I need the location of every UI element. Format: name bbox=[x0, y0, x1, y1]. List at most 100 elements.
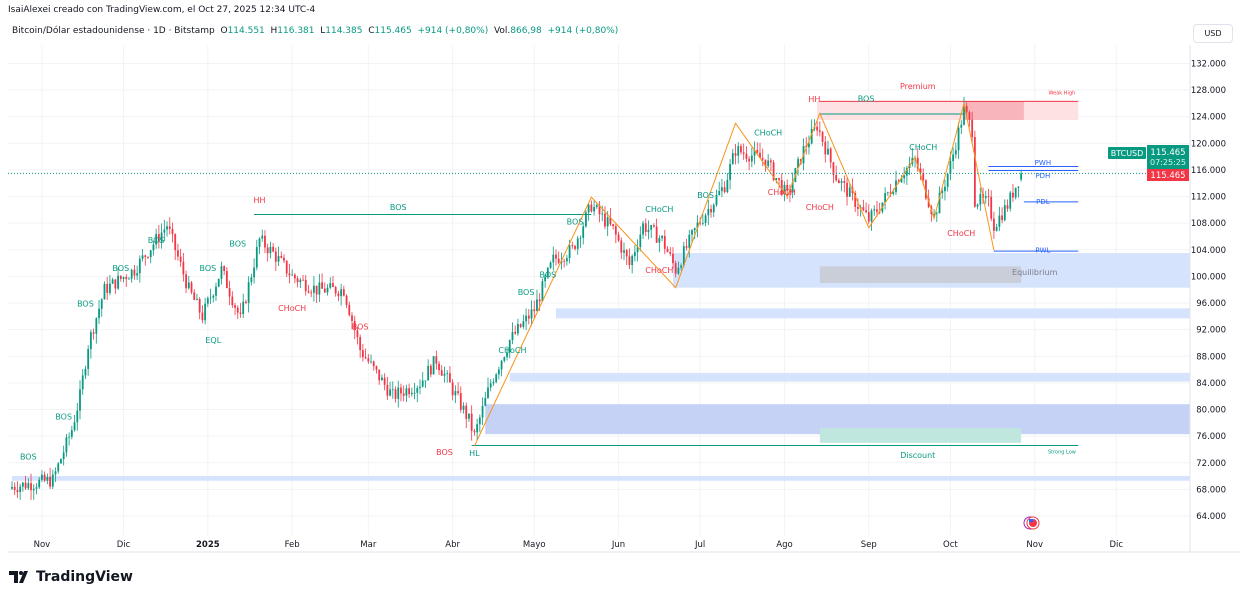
candle bbox=[236, 305, 239, 319]
candle bbox=[737, 142, 740, 164]
candle bbox=[517, 318, 519, 336]
candle bbox=[122, 276, 125, 283]
candle bbox=[68, 432, 71, 446]
candle bbox=[582, 222, 585, 245]
candle bbox=[440, 365, 443, 376]
candle bbox=[941, 187, 944, 199]
currency-button[interactable]: USD bbox=[1193, 24, 1233, 43]
tradingview-logo[interactable]: TradingView bbox=[9, 569, 133, 585]
candle bbox=[225, 267, 228, 289]
candle bbox=[432, 356, 435, 375]
candle bbox=[206, 296, 209, 308]
annotation-bos: BOS bbox=[20, 452, 37, 461]
candle bbox=[925, 179, 927, 201]
price-axis[interactable]: 132.000 128.000 124.000 120.000 116.000 112.0… bbox=[1191, 59, 1226, 522]
candle bbox=[136, 265, 139, 280]
candle bbox=[351, 312, 353, 330]
candle bbox=[128, 277, 130, 280]
candle bbox=[614, 222, 617, 244]
candle bbox=[530, 300, 533, 326]
x-tick-label: Oct bbox=[943, 540, 958, 550]
candle bbox=[46, 473, 49, 485]
annotation-eql: EQL bbox=[205, 336, 221, 345]
candle bbox=[527, 309, 530, 325]
candle bbox=[313, 276, 315, 302]
candle bbox=[209, 288, 212, 304]
candle bbox=[435, 350, 438, 370]
candle bbox=[740, 143, 742, 155]
candle bbox=[30, 473, 32, 500]
symbol-name[interactable]: Bitcoin/Dólar estadounidense · 1D · Bits… bbox=[12, 26, 215, 36]
candle bbox=[916, 148, 919, 172]
x-tick-label: Mayo bbox=[523, 540, 546, 550]
candle bbox=[840, 178, 843, 192]
candle bbox=[832, 161, 835, 184]
candle bbox=[492, 378, 495, 386]
candle bbox=[323, 282, 326, 294]
candle bbox=[987, 188, 990, 207]
candle bbox=[277, 246, 280, 267]
candle bbox=[242, 293, 245, 319]
grid bbox=[8, 45, 1190, 535]
candle bbox=[1020, 169, 1023, 182]
annotation-bos: BOS bbox=[539, 271, 556, 280]
candle bbox=[677, 261, 680, 276]
candle bbox=[963, 96, 965, 126]
candle bbox=[24, 475, 27, 490]
candle bbox=[688, 229, 691, 258]
candle bbox=[386, 376, 389, 400]
symbol-tag-bg bbox=[1108, 147, 1146, 159]
candle bbox=[557, 251, 560, 265]
candle bbox=[748, 156, 751, 171]
candle bbox=[663, 229, 666, 255]
candle bbox=[65, 434, 68, 457]
candle bbox=[119, 275, 122, 282]
annotation-hh: HH bbox=[808, 95, 820, 104]
premium-zone bbox=[817, 101, 1079, 120]
candle bbox=[623, 242, 625, 261]
candle bbox=[337, 290, 340, 302]
candle bbox=[691, 229, 693, 242]
candle bbox=[865, 202, 867, 214]
candle bbox=[166, 221, 168, 237]
x-tick-label: Jun bbox=[611, 540, 625, 550]
candle bbox=[204, 297, 207, 325]
candle bbox=[701, 214, 704, 226]
economic-event-icon[interactable] bbox=[1023, 516, 1040, 530]
candle bbox=[843, 175, 846, 193]
x-tick-label: Sep bbox=[861, 540, 877, 550]
symbol-tag: BTCUSD bbox=[1111, 149, 1144, 158]
candle bbox=[370, 354, 372, 364]
candle bbox=[938, 186, 941, 214]
candle bbox=[1006, 199, 1009, 212]
y-tick-label: 76.000 bbox=[1196, 432, 1226, 442]
candle bbox=[886, 191, 889, 196]
time-axis[interactable]: Nov Dic 2025 Feb Mar Abr Mayo Jun Jul Ago Sep Oct No… bbox=[34, 540, 1124, 550]
candle bbox=[109, 275, 111, 296]
candle bbox=[283, 254, 285, 264]
candle bbox=[810, 119, 813, 145]
candle bbox=[11, 481, 13, 490]
y-tick-label: 96.000 bbox=[1196, 299, 1226, 309]
candle bbox=[487, 377, 489, 400]
annotation-pdl: PDL bbox=[1036, 198, 1050, 206]
candle bbox=[193, 289, 196, 301]
candle bbox=[266, 243, 269, 262]
candle bbox=[302, 274, 304, 281]
annotation-bos: BOS bbox=[390, 203, 407, 212]
candle bbox=[900, 175, 903, 183]
annotation-pwh: PWH bbox=[1035, 159, 1051, 167]
candle bbox=[476, 418, 479, 441]
annotation-equilibrium: Equilibrium bbox=[1012, 268, 1058, 277]
close-value: 115.465 bbox=[374, 26, 412, 36]
candle bbox=[89, 329, 92, 359]
candle bbox=[525, 308, 527, 330]
candle bbox=[704, 213, 707, 227]
annotation-choch: CHoCH bbox=[498, 346, 526, 355]
candle bbox=[98, 300, 100, 325]
candle bbox=[342, 285, 345, 297]
candle bbox=[182, 252, 185, 282]
y-tick-label: 68.000 bbox=[1196, 485, 1226, 495]
candle bbox=[816, 120, 819, 136]
